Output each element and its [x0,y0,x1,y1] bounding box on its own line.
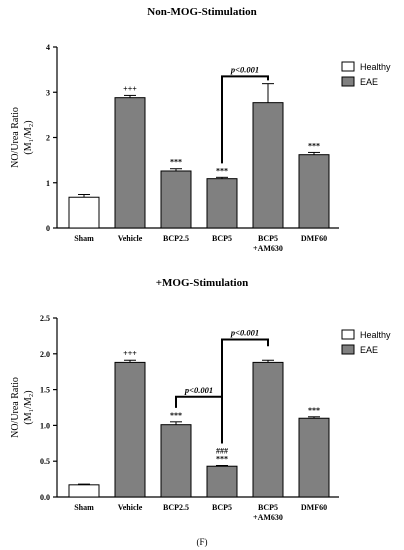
x-tick-label: BCP5 [212,234,232,243]
legend-swatch [341,76,355,87]
significance-bracket [221,338,269,444]
x-tick-sublabel: +AM630 [253,513,283,522]
bracket-p-value: p<0.001 [230,64,259,74]
y-axis-label-units: (M₁/M₂) [23,390,34,424]
significance-bracket [175,395,223,444]
y-tick-label: 2 [46,134,50,143]
bar [68,484,100,498]
significance-label: +++ [123,84,137,93]
y-tick-label: 0 [46,224,50,233]
y-tick-label: 0.5 [40,457,50,466]
x-tick-label: Sham [74,234,94,243]
x-tick-label: DMF60 [301,234,327,243]
bar [298,417,330,498]
significance-label: *** [308,141,320,150]
figure-label: (F) [197,537,208,547]
x-tick-label: BCP2.5 [163,234,189,243]
y-tick-label: 2.0 [40,350,50,359]
legend-label: EAE [360,77,378,87]
x-tick-label: Sham [74,503,94,512]
y-tick-label: 1.5 [40,386,50,395]
bar [160,170,192,229]
y-tick-label: 0.0 [40,493,50,502]
bar [298,154,330,229]
x-tick-label: BCP5 [212,503,232,512]
panel-mog: +MOG-Stimulation NO/Urea Ratio (M₁/M₂) 0.0 0… [10,277,391,522]
chart-title: +MOG-Stimulation [156,277,248,289]
significance-label: *** [216,454,228,463]
y-tick-label: 1 [46,179,50,188]
legend-label: Healthy [360,330,391,340]
significance-label-secondary: ### [216,446,228,455]
y-axis-label: NO/Urea Ratio [10,377,21,438]
bracket-p-value: p<0.001 [184,385,213,395]
x-tick-label: DMF60 [301,503,327,512]
legend-label: EAE [360,345,378,355]
panel-non-mog: Non-MOG-Stimulation NO/Urea Ratio (M₁/M₂) 0… [10,6,391,253]
y-tick-label: 2.5 [40,314,50,323]
y-tick-label: 4 [46,43,50,52]
y-tick-label: 1.0 [40,421,50,430]
bar [114,361,146,498]
legend-swatch [341,329,355,340]
y-axis-label-units: (M₁/M₂) [23,120,34,154]
bar [114,97,146,229]
x-tick-label: Vehicle [118,503,143,512]
significance-label: +++ [123,349,137,358]
bar [252,361,284,498]
bar [68,196,100,229]
significance-label: *** [216,166,228,175]
x-tick-sublabel: +AM630 [253,244,283,253]
significance-label: *** [170,411,182,420]
significance-bracket [221,75,269,164]
bar [160,424,192,498]
legend-label: Healthy [360,62,391,72]
bar [206,465,238,498]
bar [206,178,238,229]
significance-label: *** [308,406,320,415]
y-axis-label: NO/Urea Ratio [10,107,21,168]
bracket-p-value: p<0.001 [230,327,259,337]
legend-swatch [341,61,355,72]
y-tick-label: 3 [46,88,50,97]
chart-title: Non-MOG-Stimulation [147,6,256,18]
bar [252,102,284,229]
x-tick-label: BCP5 [258,503,278,512]
x-tick-label: Vehicle [118,234,143,243]
x-tick-label: BCP5 [258,234,278,243]
significance-label: *** [170,158,182,167]
legend-swatch [341,344,355,355]
x-tick-label: BCP2.5 [163,503,189,512]
